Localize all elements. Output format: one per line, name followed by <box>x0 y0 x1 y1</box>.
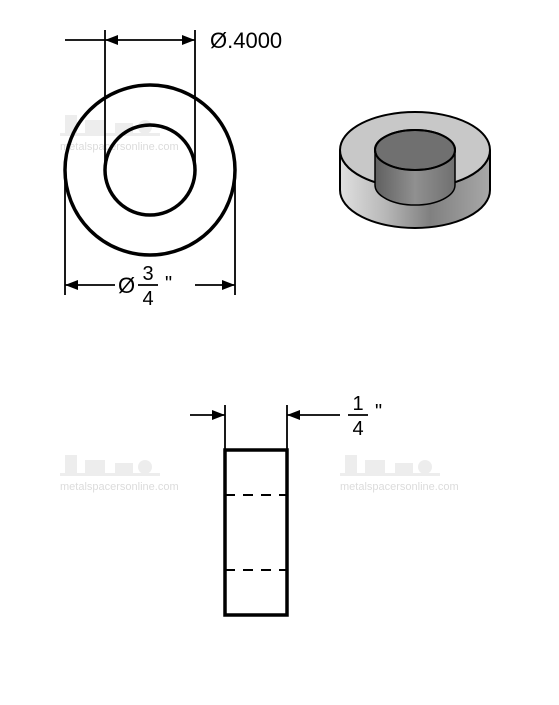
watermark-2: metalspacersonline.com <box>60 455 179 493</box>
outer-circle <box>65 85 235 255</box>
watermark-text-2: metalspacersonline.com <box>60 481 179 493</box>
watermark-1: metalspacersonline.com <box>60 115 179 153</box>
iso-view <box>340 112 490 228</box>
outer-num: 3 <box>142 263 153 285</box>
side-view: 1 4 " <box>190 393 382 615</box>
outer-dim-fraction: 3 4 <box>138 263 158 310</box>
top-view: Ø.4000 Ø 3 4 " <box>65 28 282 310</box>
width-fraction: 1 4 <box>348 393 368 440</box>
drawing-canvas: metalspacersonline.com metalspacersonlin… <box>0 0 559 700</box>
watermark-text-3: metalspacersonline.com <box>340 481 459 493</box>
width-num: 1 <box>352 393 363 415</box>
watermark-3: metalspacersonline.com <box>340 455 459 493</box>
width-dim: 1 4 " <box>190 393 382 450</box>
inner-dim-label: Ø.4000 <box>210 28 282 53</box>
outer-den: 4 <box>142 288 153 310</box>
watermark-text-1: metalspacersonline.com <box>60 141 179 153</box>
outer-suffix: " <box>165 273 172 295</box>
width-suffix: " <box>375 401 382 423</box>
outer-dim: Ø 3 4 " <box>65 170 235 310</box>
width-den: 4 <box>352 418 363 440</box>
technical-drawing-svg: metalspacersonline.com metalspacersonlin… <box>0 0 559 700</box>
outer-dim-prefix: Ø <box>118 273 135 298</box>
side-rect <box>225 450 287 615</box>
inner-circle <box>105 125 195 215</box>
